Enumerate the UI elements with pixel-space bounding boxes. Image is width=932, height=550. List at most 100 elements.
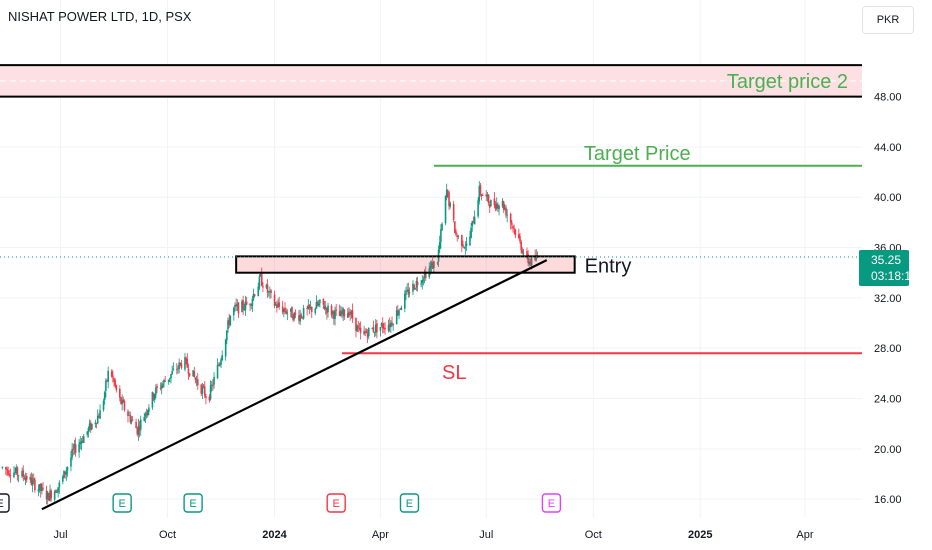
candle-body bbox=[365, 330, 368, 333]
x-tick-label: 2025 bbox=[688, 529, 712, 541]
candle-body bbox=[454, 221, 456, 233]
candle-body bbox=[436, 262, 439, 264]
candle-body bbox=[333, 311, 335, 319]
earnings-marker bbox=[541, 493, 562, 513]
candle-body bbox=[86, 431, 89, 435]
candle-body bbox=[205, 396, 207, 398]
candle-body bbox=[383, 328, 385, 329]
candle-body bbox=[276, 305, 278, 308]
candle-body bbox=[277, 303, 279, 307]
candle-body bbox=[131, 419, 134, 421]
currency-button[interactable]: PKR bbox=[862, 6, 914, 34]
candle-body bbox=[135, 421, 137, 429]
candle-body bbox=[32, 478, 35, 480]
candle-body bbox=[80, 441, 83, 444]
candle-body bbox=[413, 284, 415, 290]
y-tick-label: 24.00 bbox=[874, 394, 902, 406]
candle-body bbox=[334, 310, 336, 319]
candle-body bbox=[243, 309, 246, 311]
candle-body bbox=[156, 386, 158, 388]
candle-body bbox=[195, 380, 198, 382]
candle-body bbox=[511, 222, 513, 225]
candle-body bbox=[162, 383, 164, 387]
candle-body bbox=[114, 380, 116, 386]
candle-body bbox=[244, 301, 247, 311]
candle-body bbox=[236, 304, 239, 307]
candle-body bbox=[512, 226, 514, 228]
candle-body bbox=[172, 368, 175, 370]
earnings-marker-label: E bbox=[118, 498, 125, 510]
candle-body bbox=[273, 294, 276, 306]
candle-body bbox=[392, 324, 394, 326]
candle-body bbox=[395, 310, 398, 325]
candle-body bbox=[258, 276, 261, 288]
candle-body bbox=[306, 308, 308, 309]
candle-body bbox=[470, 227, 472, 238]
candle-body bbox=[356, 325, 358, 332]
candle-body bbox=[494, 204, 497, 210]
candle-body bbox=[14, 471, 16, 473]
earnings-marker-label: E bbox=[406, 498, 413, 510]
candle-body bbox=[366, 333, 369, 338]
candle-body bbox=[302, 307, 305, 319]
candle-body bbox=[107, 370, 109, 382]
candle-body bbox=[105, 380, 107, 392]
candle-body bbox=[479, 185, 482, 195]
earnings-marker bbox=[326, 493, 346, 513]
candle-body bbox=[210, 384, 213, 386]
x-tick-label: Jul bbox=[53, 529, 67, 541]
candle-body bbox=[123, 401, 126, 411]
candle-body bbox=[314, 308, 317, 313]
candle-body bbox=[270, 290, 272, 294]
candle-body bbox=[62, 476, 64, 482]
x-tick-label: 2024 bbox=[262, 529, 287, 541]
candle-body bbox=[521, 249, 524, 253]
candle-body bbox=[224, 339, 227, 357]
entry-zone bbox=[235, 255, 576, 274]
candle-body bbox=[343, 310, 346, 317]
candle-body bbox=[307, 305, 310, 309]
chart-title: NISHAT POWER LTD, 1D, PSX bbox=[8, 9, 192, 24]
candle-body bbox=[257, 286, 260, 297]
candle-body bbox=[151, 392, 154, 408]
candle-body bbox=[37, 489, 40, 492]
candle-body bbox=[137, 425, 140, 435]
candle-body bbox=[477, 200, 479, 217]
candle-body bbox=[193, 371, 196, 378]
candle-body bbox=[355, 317, 357, 331]
candle-body bbox=[91, 424, 93, 429]
candle-body bbox=[485, 194, 488, 197]
candle-body bbox=[301, 316, 304, 318]
candle-body bbox=[99, 410, 101, 419]
candle-body bbox=[535, 255, 538, 260]
candle-body bbox=[404, 293, 406, 309]
x-tick-label: Jul bbox=[479, 529, 493, 541]
candle-body bbox=[22, 470, 25, 477]
candle-body bbox=[371, 328, 374, 330]
candle-body bbox=[283, 309, 285, 312]
candle-body bbox=[64, 471, 66, 475]
candle-body bbox=[136, 427, 139, 435]
candle-body bbox=[42, 488, 44, 490]
candle-body bbox=[447, 191, 449, 193]
candle-body bbox=[200, 384, 203, 394]
candle-body bbox=[290, 308, 292, 312]
candle-body bbox=[194, 377, 197, 380]
candle-body bbox=[359, 327, 362, 333]
candle-body bbox=[167, 379, 170, 382]
candle-body bbox=[88, 423, 91, 429]
bar-countdown: 03:18:18 bbox=[871, 269, 918, 283]
candle-body bbox=[138, 426, 141, 431]
candle-body bbox=[527, 254, 529, 263]
last-price-value: 35.25 bbox=[871, 253, 901, 267]
candle-body bbox=[480, 194, 483, 196]
candle-body bbox=[251, 298, 254, 306]
candle-body bbox=[227, 320, 229, 330]
candle-body bbox=[505, 207, 507, 216]
candle-body bbox=[45, 490, 48, 500]
candle-body bbox=[324, 307, 327, 309]
candle-body bbox=[269, 290, 271, 293]
candle-body bbox=[110, 371, 113, 377]
candle-body bbox=[9, 475, 12, 477]
